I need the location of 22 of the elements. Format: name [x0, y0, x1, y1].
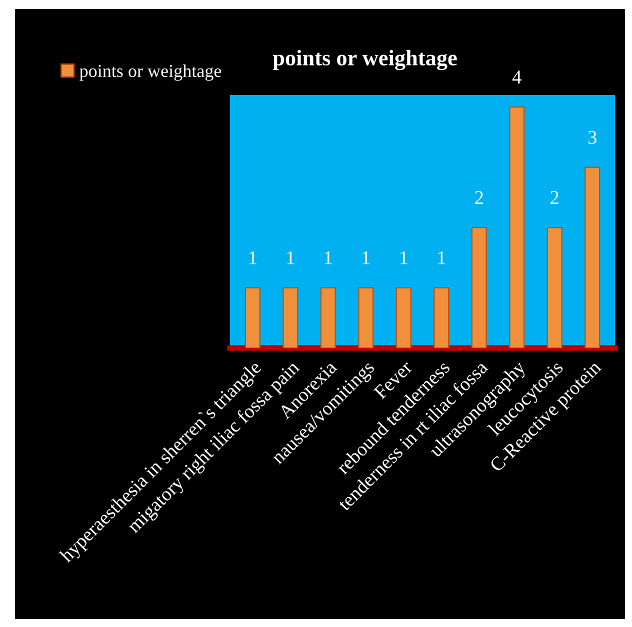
- bar: [509, 106, 525, 348]
- data-label: 3: [588, 130, 596, 144]
- bar: [471, 226, 487, 348]
- data-label: 1: [249, 251, 256, 264]
- bar: [546, 226, 562, 348]
- data-label: 4: [512, 70, 522, 84]
- chart-title: points or weightage: [272, 50, 457, 70]
- data-label: 1: [287, 251, 294, 264]
- data-label: 1: [324, 251, 332, 264]
- bar: [320, 287, 336, 348]
- bar: [244, 287, 260, 348]
- bar: [584, 166, 600, 348]
- data-label: 1: [362, 251, 370, 264]
- bar: [358, 287, 374, 348]
- data-label: 2: [475, 191, 483, 204]
- data-label: 2: [550, 191, 558, 204]
- bar: [396, 287, 412, 348]
- bar: [434, 287, 450, 348]
- bar: [282, 287, 298, 348]
- data-label: 1: [400, 251, 408, 264]
- data-label: 1: [438, 251, 446, 264]
- legend-label: points or weightage: [80, 64, 222, 81]
